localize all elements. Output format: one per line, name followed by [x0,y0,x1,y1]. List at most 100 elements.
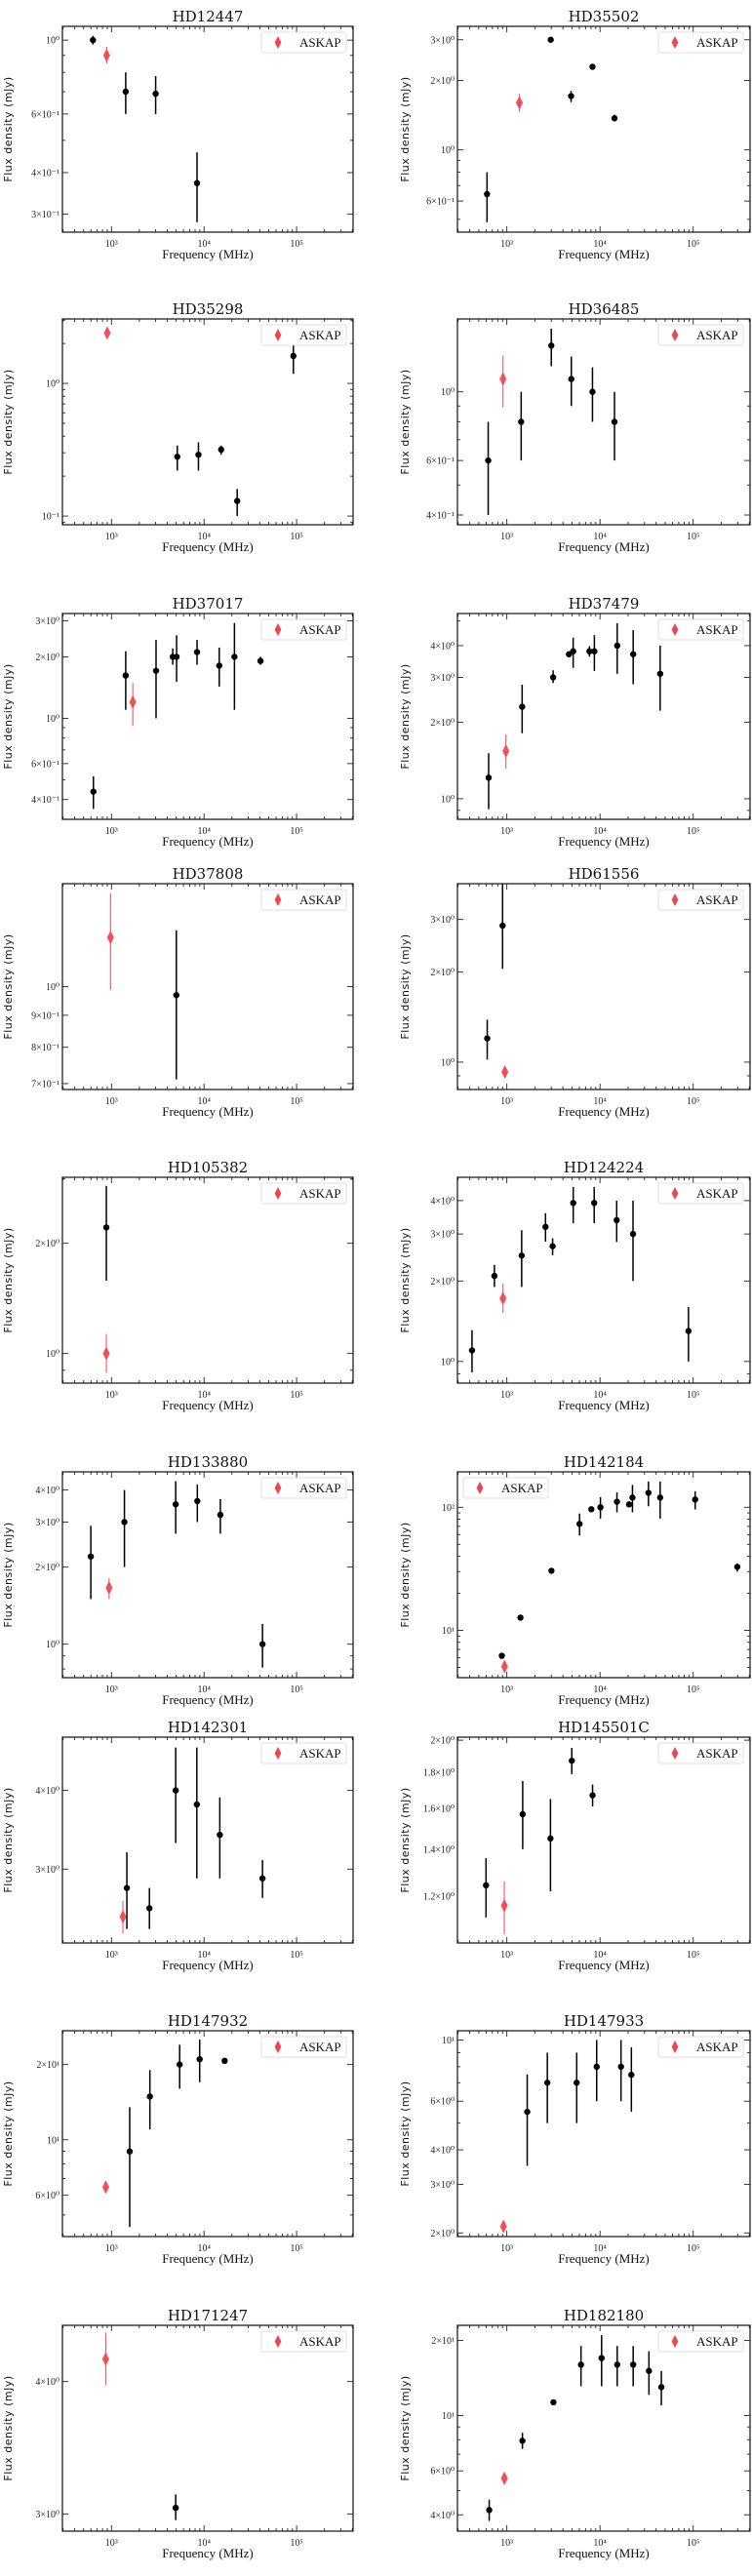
data-point [548,342,555,349]
x-tick-label: 10⁵ [687,239,700,250]
askap-point [101,2352,110,2366]
data-point [517,1614,524,1621]
x-axis-label: Frequency (MHz) [162,2251,254,2266]
y-tick-label: 10¹ [442,2036,455,2046]
y-tick-label: 10⁰ [441,1057,455,1068]
data-point [593,2063,600,2071]
x-tick-label: 10³ [105,1684,118,1695]
data-point [195,451,202,458]
y-tick-label: 10⁰ [441,145,455,156]
subplot-hd35502: HD35502 10³ 10⁴ 10⁵ 3×10⁰ 2×10⁰ 10⁰ 6×10⁻¹ Frequ… [399,8,751,261]
data-point [656,670,664,677]
data-point [586,648,593,654]
y-tick-label: 10⁰ [46,379,59,390]
y-tick-label: 10⁰ [46,1349,59,1360]
plot-frame [456,613,751,820]
data-point [121,1519,128,1526]
data-point [87,1553,95,1560]
data-point [629,651,637,657]
data-point [588,1506,595,1513]
y-tick-label: 10¹ [47,2135,59,2146]
x-axis-label: Frequency (MHz) [558,247,650,261]
data-point [589,63,596,70]
legend-label: ASKAP [299,328,341,342]
data-point [617,2063,624,2071]
y-axis-label: Flux density (mJy) [399,369,412,474]
data-point [258,1875,266,1882]
subplot-hd37808: HD37808 10³ 10⁴ 10⁵ 10⁰ 9×10⁻¹ 8×10⁻¹ 7×10⁻¹ Fre… [2,865,354,1119]
subplot-hd147933: HD147933 10³ 10⁴ 10⁵ 10¹ 6×10⁰ 4×10⁰ 3×10⁰ 2×10⁰… [399,2012,751,2266]
data-point [547,36,554,43]
legend: ASKAP [260,889,347,911]
x-tick-label: 10⁵ [687,1096,700,1107]
data-point [173,992,179,999]
subplot-hd61556: HD61556 10³ 10⁴ 10⁵ 3×10⁰ 2×10⁰ 10⁰ Frequency (… [399,865,751,1119]
legend-box [657,1182,744,1205]
data-point [646,2367,653,2374]
subplot-hd145501c: HD145501C 10³ 10⁴ 10⁵ 2×10⁰ 1.8×10⁰ 1.6×10⁰ 1.4… [399,1719,751,1972]
subplot-title: HD12447 [173,8,244,25]
data-point [543,2080,551,2086]
y-tick-label: 2×10⁰ [430,1277,455,1288]
data-point [611,418,618,425]
legend-box [657,2330,744,2353]
data-point [570,648,576,654]
legend: ASKAP [260,618,347,641]
legend: ASKAP [657,1182,744,1205]
legend-label: ASKAP [299,2040,341,2054]
data-point [216,662,223,669]
x-axis-label: Frequency (MHz) [558,1104,650,1119]
x-axis-label: Frequency (MHz) [558,1958,650,1972]
legend-label: ASKAP [696,1186,738,1201]
data-point [123,1884,131,1891]
y-tick-label: 1.6×10⁰ [423,1804,455,1815]
legend-label: ASKAP [299,622,341,637]
data-point [519,703,526,710]
x-tick-label: 10⁴ [593,1950,607,1961]
x-tick-label: 10⁵ [687,1950,700,1961]
x-tick-label: 10⁴ [593,1096,607,1107]
plot-frame [61,1176,354,1384]
y-axis-label: Flux density (mJy) [2,76,15,181]
y-tick-label: 3×10⁰ [35,2510,59,2520]
data-point [629,1230,637,1238]
legend-label: ASKAP [299,1481,341,1495]
plot-frame [61,318,354,526]
subplot-title: HD147932 [168,2012,248,2030]
y-axis-label: Flux density (mJy) [399,933,412,1039]
plot-frame [456,2030,751,2238]
legend-askap-marker [274,329,282,341]
data-point [589,388,596,395]
y-tick-label: 7×10⁻¹ [31,1079,59,1090]
x-tick-label: 10³ [500,1950,513,1961]
y-tick-label: 10⁰ [441,387,455,398]
y-tick-label: 10⁰ [46,36,59,47]
askap-point [500,1659,508,1674]
x-axis-label: Frequency (MHz) [558,2251,650,2266]
x-tick-label: 10³ [500,826,513,837]
legend-box [462,1477,549,1499]
y-tick-label: 2×10⁰ [430,2229,455,2239]
y-tick-label: 4×10⁻¹ [426,510,455,521]
subplot-title: HD35298 [173,300,244,318]
legend-askap-marker [671,893,679,906]
data-point [645,1489,653,1496]
y-tick-label: 4×10⁻¹ [31,795,59,806]
askap-point [500,1898,508,1913]
data-point [629,2361,637,2368]
data-point [217,1511,224,1519]
subplot-hd142184: HD142184 10³ 10⁴ 10⁵ 10² 10¹ Frequency (MHz) Fl… [399,1453,751,1707]
subplot-hd171247: HD171247 10³ 10⁴ 10⁵ 4×10⁰ 3×10⁰ Frequency (MH… [2,2307,354,2560]
x-tick-label: 10⁴ [593,532,607,542]
y-tick-label: 10² [442,1503,455,1514]
y-tick-label: 10⁻¹ [42,512,59,523]
x-tick-label: 10⁴ [593,1390,607,1401]
legend-label: ASKAP [696,892,738,907]
y-tick-label: 4×10⁰ [430,2146,455,2157]
y-tick-label: 2×10¹ [36,2060,59,2071]
y-axis-label: Flux density (mJy) [399,1787,412,1892]
y-tick-label: 3×10⁰ [35,1865,59,1876]
x-tick-label: 10³ [105,532,118,542]
x-tick-label: 10³ [500,2243,513,2254]
y-tick-label: 10⁰ [441,794,455,805]
